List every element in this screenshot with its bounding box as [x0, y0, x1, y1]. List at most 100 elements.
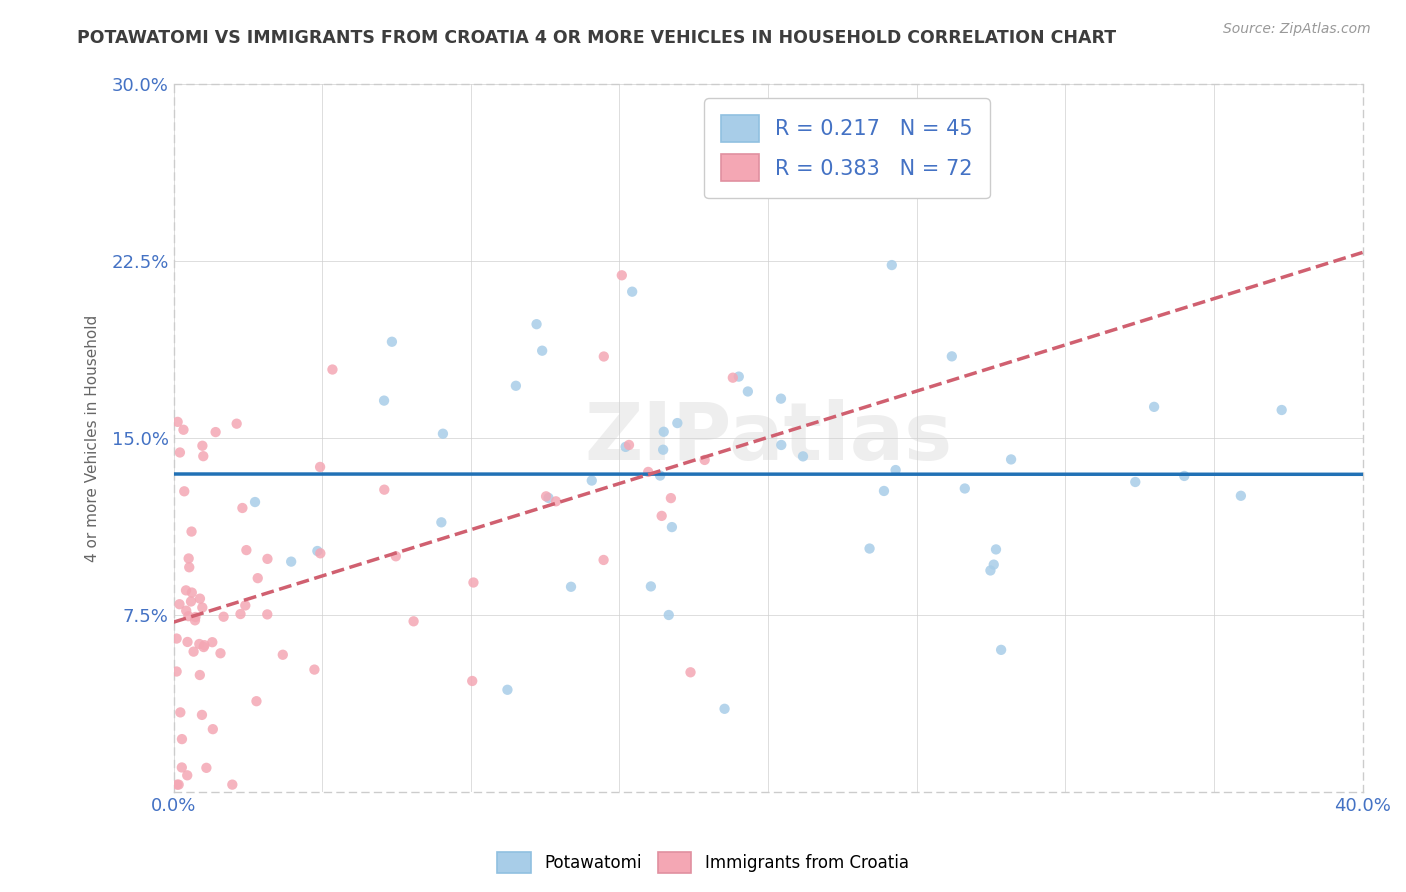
Text: Source: ZipAtlas.com: Source: ZipAtlas.com	[1223, 22, 1371, 37]
Point	[651, 508, 673, 523]
Point	[373, 483, 395, 497]
Point	[679, 665, 702, 680]
Point	[721, 370, 744, 384]
Point	[737, 384, 759, 399]
Point	[246, 571, 269, 585]
Point	[505, 378, 527, 392]
Point	[858, 541, 880, 556]
Point	[1143, 400, 1166, 414]
Point	[309, 459, 332, 474]
Point	[610, 268, 633, 283]
Point	[307, 544, 329, 558]
Point	[304, 663, 326, 677]
Point	[432, 426, 454, 441]
Point	[373, 393, 395, 408]
Point	[173, 484, 195, 499]
Point	[1230, 489, 1253, 503]
Point	[640, 579, 662, 593]
Point	[1000, 452, 1022, 467]
Point	[666, 416, 689, 430]
Point	[166, 632, 188, 646]
Point	[225, 417, 247, 431]
Text: ZIPatlas: ZIPatlas	[583, 399, 952, 477]
Point	[201, 722, 224, 736]
Point	[280, 555, 302, 569]
Point	[188, 591, 211, 606]
Point	[463, 575, 485, 590]
Point	[770, 438, 793, 452]
Point	[177, 551, 200, 566]
Point	[534, 489, 557, 503]
Point	[193, 638, 215, 652]
Point	[693, 453, 716, 467]
Point	[221, 778, 243, 792]
Point	[979, 564, 1001, 578]
Point	[166, 778, 188, 792]
Point	[430, 516, 453, 530]
Point	[1173, 469, 1195, 483]
Point	[381, 334, 404, 349]
Point	[169, 706, 191, 720]
Point	[661, 520, 683, 534]
Point	[560, 580, 582, 594]
Point	[621, 285, 644, 299]
Point	[174, 604, 197, 618]
Point	[172, 423, 194, 437]
Point	[637, 465, 659, 479]
Point	[169, 597, 191, 611]
Point	[581, 474, 603, 488]
Point	[256, 552, 278, 566]
Point	[1123, 475, 1146, 489]
Point	[544, 494, 567, 508]
Point	[231, 500, 253, 515]
Point	[193, 449, 215, 463]
Point	[188, 668, 211, 682]
Point	[592, 553, 614, 567]
Point	[727, 369, 749, 384]
Point	[170, 732, 193, 747]
Point	[537, 491, 560, 505]
Point	[193, 640, 215, 654]
Point	[385, 549, 408, 564]
Point	[648, 468, 671, 483]
Point	[174, 583, 197, 598]
Point	[204, 425, 226, 439]
Point	[166, 415, 188, 429]
Legend: R = 0.217   N = 45, R = 0.383   N = 72: R = 0.217 N = 45, R = 0.383 N = 72	[704, 98, 990, 198]
Point	[1271, 403, 1294, 417]
Point	[183, 645, 205, 659]
Point	[170, 760, 193, 774]
Point	[176, 768, 198, 782]
Point	[659, 491, 682, 505]
Point	[243, 495, 266, 509]
Point	[184, 610, 207, 624]
Point	[953, 482, 976, 496]
Point	[652, 442, 675, 457]
Point	[592, 350, 614, 364]
Point	[309, 546, 332, 560]
Point	[235, 543, 257, 558]
Point	[271, 648, 294, 662]
Point	[402, 615, 425, 629]
Point	[614, 440, 637, 454]
Point	[461, 673, 484, 688]
Point	[984, 542, 1007, 557]
Point	[873, 483, 896, 498]
Point	[195, 761, 218, 775]
Point	[617, 438, 640, 452]
Point	[713, 702, 735, 716]
Point	[176, 635, 198, 649]
Point	[180, 585, 202, 599]
Point	[179, 560, 201, 574]
Point	[496, 682, 519, 697]
Point	[652, 425, 675, 439]
Point	[177, 609, 200, 624]
Text: POTAWATOMI VS IMMIGRANTS FROM CROATIA 4 OR MORE VEHICLES IN HOUSEHOLD CORRELATIO: POTAWATOMI VS IMMIGRANTS FROM CROATIA 4 …	[77, 29, 1116, 46]
Point	[229, 607, 252, 621]
Point	[212, 609, 235, 624]
Point	[880, 258, 903, 272]
Point	[321, 362, 343, 376]
Y-axis label: 4 or more Vehicles in Household: 4 or more Vehicles in Household	[86, 315, 100, 562]
Point	[941, 350, 963, 364]
Point	[658, 607, 681, 622]
